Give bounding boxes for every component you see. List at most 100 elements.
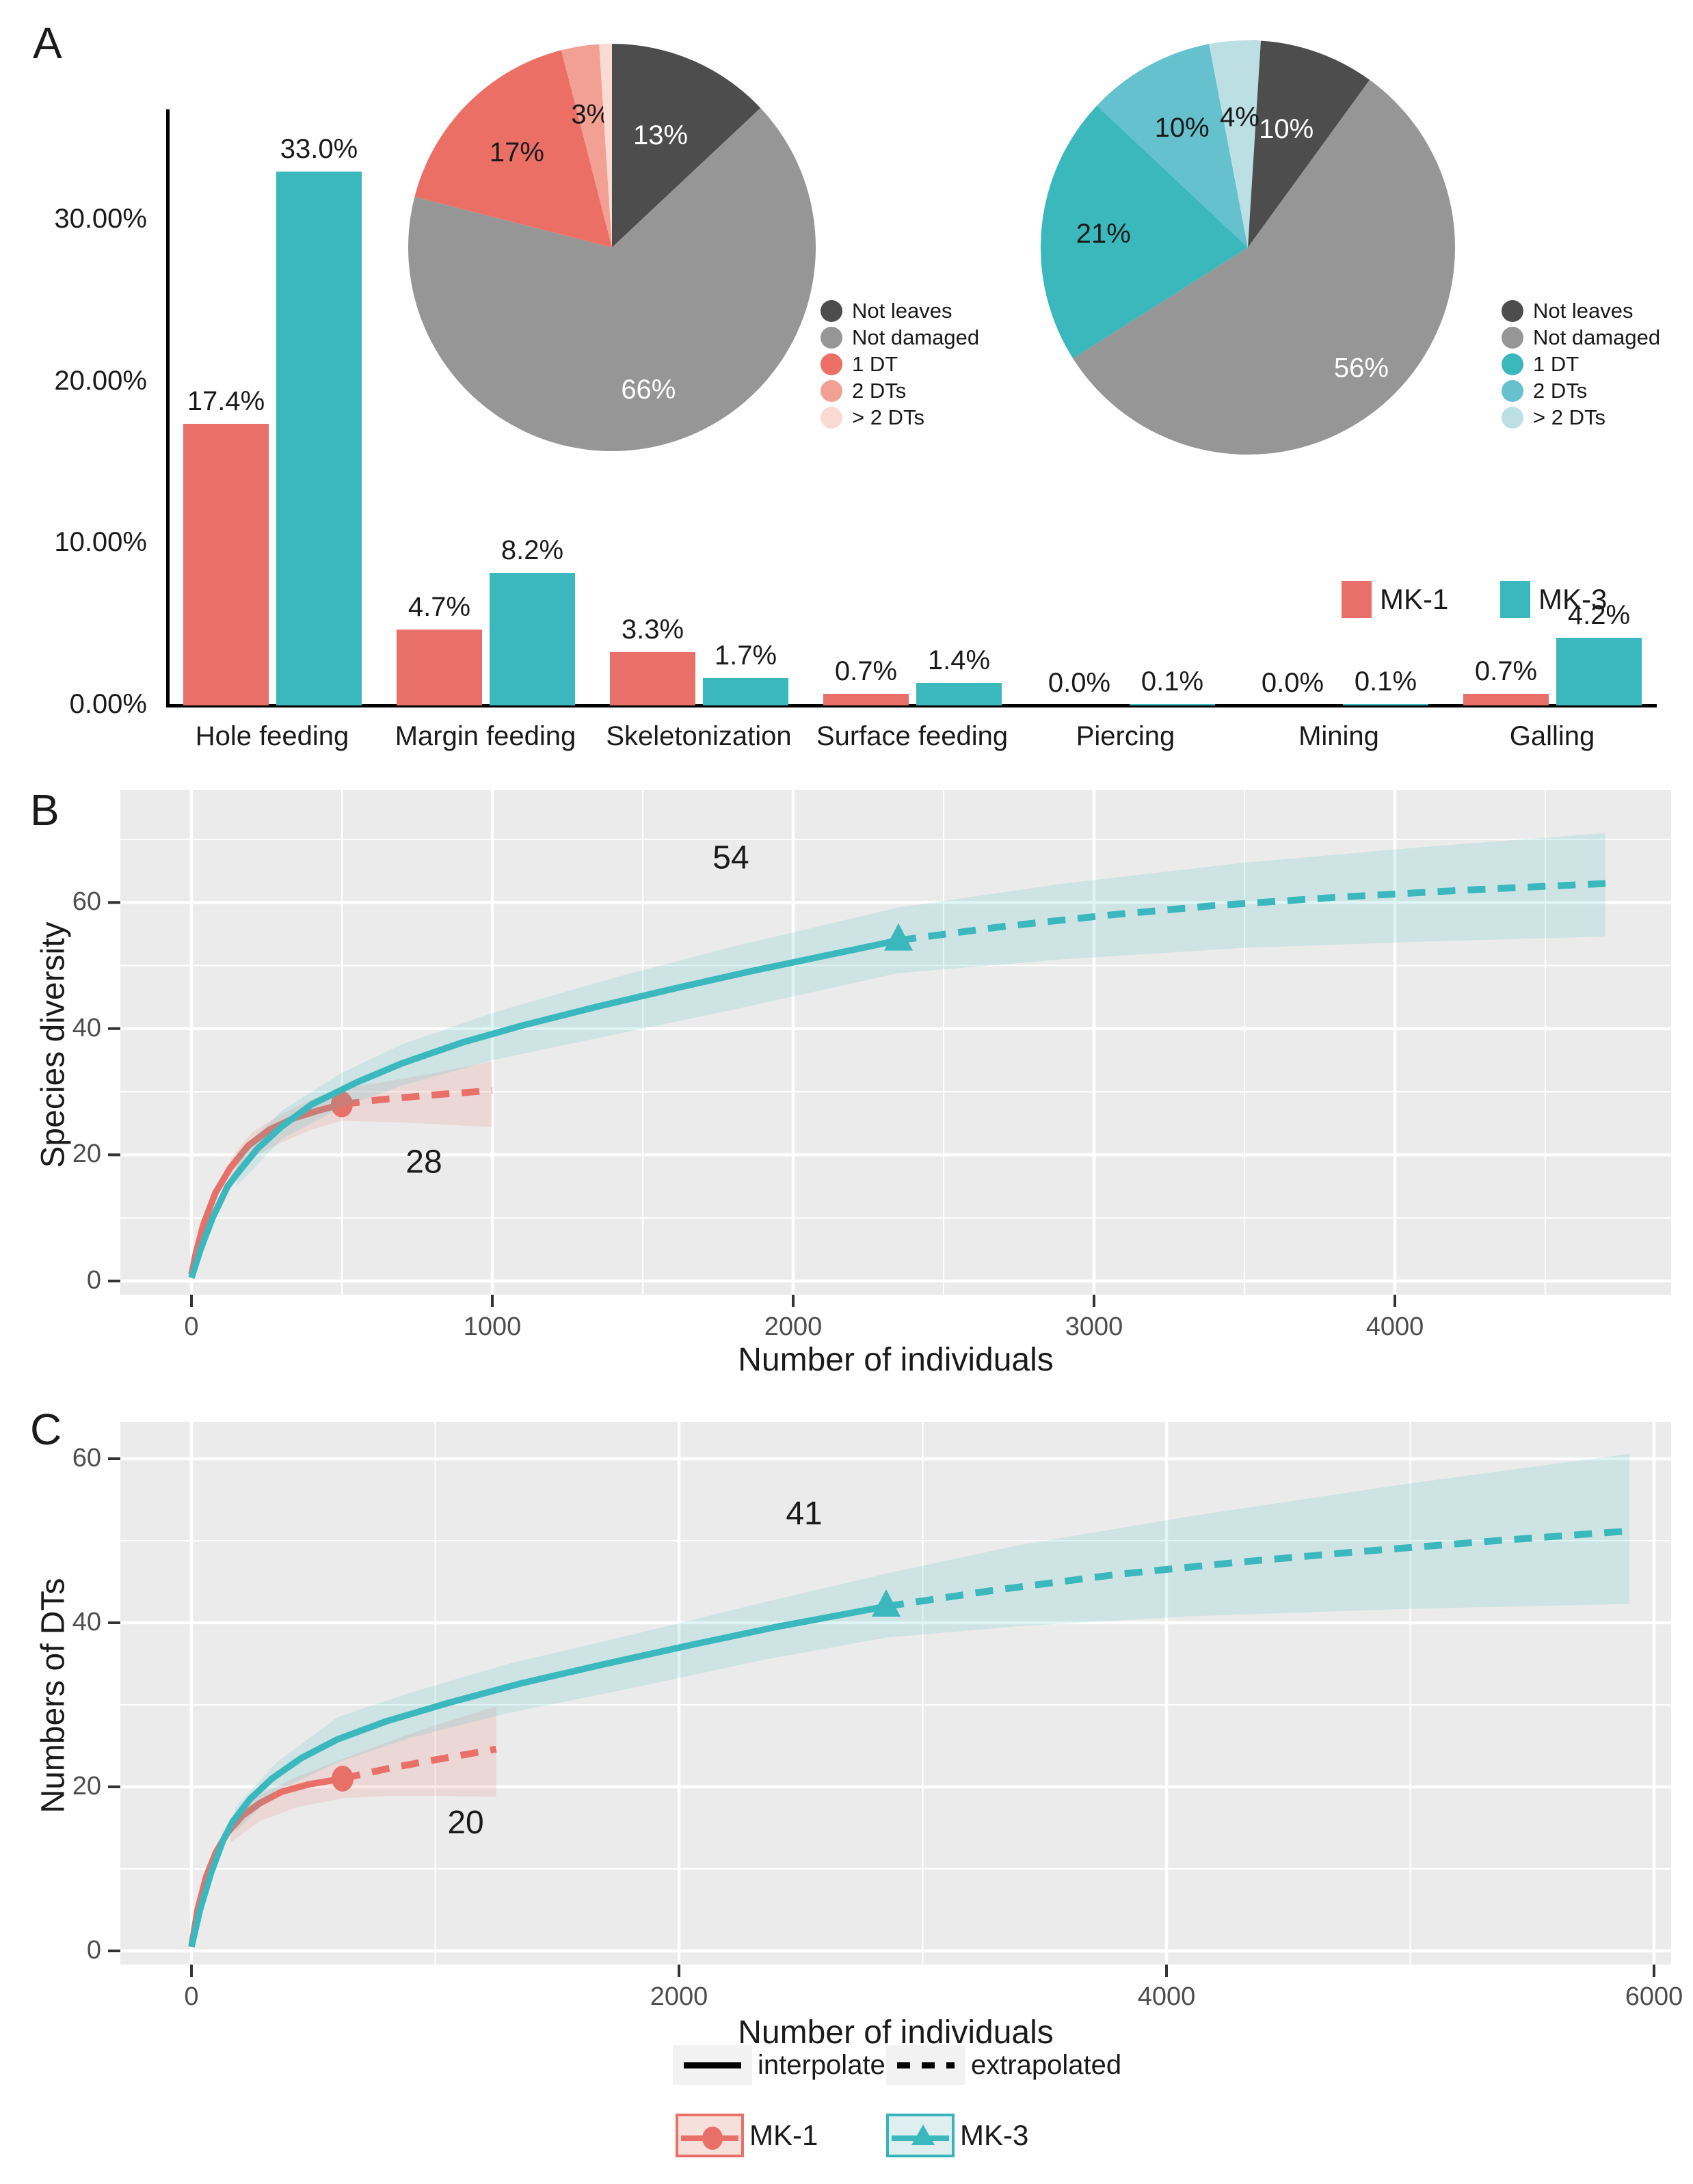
pie-slice-2-dts xyxy=(1097,44,1248,247)
legend-item-1-dt: 1 DT xyxy=(821,352,979,376)
legend-swatch xyxy=(821,353,842,375)
bar-value-MK-1-5: 0.0% xyxy=(1261,668,1324,698)
y-tick-label-40: 40 xyxy=(72,1013,101,1042)
x-tick-label-6000: 6000 xyxy=(1625,1982,1683,2011)
y-tick-label-0.00%: 0.00% xyxy=(69,689,147,719)
bar-value-MK-1-2: 3.3% xyxy=(621,615,684,645)
bar-value-MK-1-0: 17.4% xyxy=(187,386,265,416)
bar-value-MK-3-6: 4.2% xyxy=(1567,600,1631,630)
legend-item-label: Not damaged xyxy=(1533,325,1661,349)
category-label-6: Galling xyxy=(1509,721,1595,751)
bar-value-MK-3-1: 8.2% xyxy=(501,535,564,565)
bar-MK-3-surface-feeding xyxy=(916,683,1002,705)
legend-item-label: 2 DTs xyxy=(1533,379,1588,403)
pie-label-1: 56% xyxy=(1334,353,1389,383)
confidence-band-mk-1 xyxy=(230,1061,492,1177)
legend-item--2-dts: > 2 DTs xyxy=(1502,405,1660,429)
plot-area xyxy=(120,1422,1671,1965)
pie-chart-mk1: 13%66%17%3% xyxy=(408,44,816,452)
legend-item-not-leaves: Not leaves xyxy=(1502,299,1660,323)
y-tick-label-40: 40 xyxy=(72,1608,101,1636)
panel-c-y-axis-title: Numbers of DTs xyxy=(35,1578,72,1814)
y-tick-label-20: 20 xyxy=(72,1772,101,1801)
legend-swatch xyxy=(1502,353,1523,375)
y-tick-label-30.00%: 30.00% xyxy=(54,203,147,234)
x-tick-label-4000: 4000 xyxy=(1365,1312,1424,1341)
legend-swatch xyxy=(821,300,842,322)
x-tick-label-3000: 3000 xyxy=(1065,1312,1123,1341)
x-tick-label-2000: 2000 xyxy=(764,1312,823,1341)
legend-label-mk3: MK-3 xyxy=(1538,583,1608,615)
bar-value-MK-3-0: 33.0% xyxy=(280,134,358,164)
reference-count-label-mk-3: 54 xyxy=(712,840,749,876)
x-tick-label-4000: 4000 xyxy=(1137,1982,1196,2011)
category-label-2: Skeletonization xyxy=(606,721,792,751)
pie-label-4: 4% xyxy=(1220,102,1259,132)
legend-swatch-mk3 xyxy=(1500,581,1530,618)
plot-background xyxy=(120,790,1671,1295)
pie-slice-1-dt xyxy=(414,50,612,248)
legend-item-label: > 2 DTs xyxy=(1533,405,1605,429)
legend-swatch-mk1 xyxy=(1342,581,1372,618)
y-tick-label-20: 20 xyxy=(72,1140,101,1169)
pie-slice-2-dts xyxy=(561,44,612,247)
confidence-band-mk-3 xyxy=(235,1453,1630,1832)
legend-item-label: 1 DT xyxy=(852,352,898,376)
pie-chart-mk3: 10%56%21%10% 4% xyxy=(1041,40,1455,455)
legend-item-2-dts: 2 DTs xyxy=(1502,379,1660,403)
mk3-triangle-marker xyxy=(911,2125,935,2145)
legend-item-2-dts: 2 DTs xyxy=(821,379,979,403)
category-label-3: Surface feeding xyxy=(816,721,1009,751)
pie-slice-not-leaves xyxy=(1248,40,1370,247)
curve-interpolated-mk-3 xyxy=(188,1603,887,1948)
bar-value-MK-1-4: 0.0% xyxy=(1048,668,1111,698)
legend-item-label: 1 DT xyxy=(1533,352,1579,376)
legend-swatch xyxy=(821,327,842,349)
x-tick-label-0: 0 xyxy=(184,1312,199,1341)
category-label-5: Mining xyxy=(1298,721,1379,751)
solid-line-sample xyxy=(684,2062,741,2068)
bar-value-MK-3-5: 0.1% xyxy=(1354,666,1417,697)
panel-c-letter: C xyxy=(30,1405,62,1454)
legend-item-label: Not leaves xyxy=(1533,299,1634,323)
pie-slice-not-damaged xyxy=(1073,79,1455,455)
reference-marker-triangle-mk-3 xyxy=(884,923,913,951)
bar-MK-1-surface-feeding xyxy=(823,694,909,705)
reference-count-label-mk-1: 20 xyxy=(447,1805,483,1841)
legend-key-mk3 xyxy=(886,2114,955,2157)
pie-label-0: 13% xyxy=(633,120,688,150)
legend-swatch xyxy=(1502,300,1523,322)
reference-count-label-mk-3: 41 xyxy=(786,1496,822,1532)
bar-MK-1-galling xyxy=(1463,694,1549,705)
panel-a-x-axis-line xyxy=(166,704,1657,707)
pie-mk1-legend: Not leaves Not damaged 1 DT 2 DTs > 2 DTs xyxy=(821,299,980,429)
legend-item-label: Not leaves xyxy=(852,299,952,323)
bar-value-MK-1-6: 0.7% xyxy=(1474,656,1538,686)
bar-MK-3-mining xyxy=(1343,704,1428,705)
plot-area xyxy=(120,790,1671,1295)
bar-value-MK-1-1: 4.7% xyxy=(408,592,471,622)
y-tick-label-0: 0 xyxy=(86,1266,101,1295)
y-tick-label-60: 60 xyxy=(72,1444,101,1472)
curve-extrapolated-mk-1 xyxy=(341,1745,497,1782)
legend-item-not-damaged: Not damaged xyxy=(1502,325,1661,349)
pie-label-2: 21% xyxy=(1076,219,1131,249)
y-tick-label-10.00%: 10.00% xyxy=(54,527,147,558)
panel-a-y-axis-line xyxy=(166,109,170,707)
y-tick-label-20.00%: 20.00% xyxy=(54,365,147,396)
pie-label-2: 17% xyxy=(490,137,544,167)
curve-extrapolated-mk-3 xyxy=(885,1527,1630,1610)
panel-b-letter: B xyxy=(30,785,59,835)
bar-MK-3-piercing xyxy=(1130,704,1215,705)
curve-extrapolated-mk-1 xyxy=(341,1087,493,1108)
category-label-1: Margin feeding xyxy=(395,721,576,751)
bar-MK-3-margin-feeding xyxy=(490,573,575,705)
reference-count-label-mk-1: 28 xyxy=(405,1144,442,1181)
legend-label-extrapolated: extrapolated xyxy=(971,2050,1122,2080)
mk1-circle-marker xyxy=(702,2127,723,2150)
x-tick-label-1000: 1000 xyxy=(463,1312,522,1341)
legend-label-mk1: MK-1 xyxy=(1380,583,1449,615)
reference-marker-triangle-mk-3 xyxy=(872,1589,901,1617)
legend-item-label: Not damaged xyxy=(852,325,980,349)
legend-swatch xyxy=(821,380,842,402)
